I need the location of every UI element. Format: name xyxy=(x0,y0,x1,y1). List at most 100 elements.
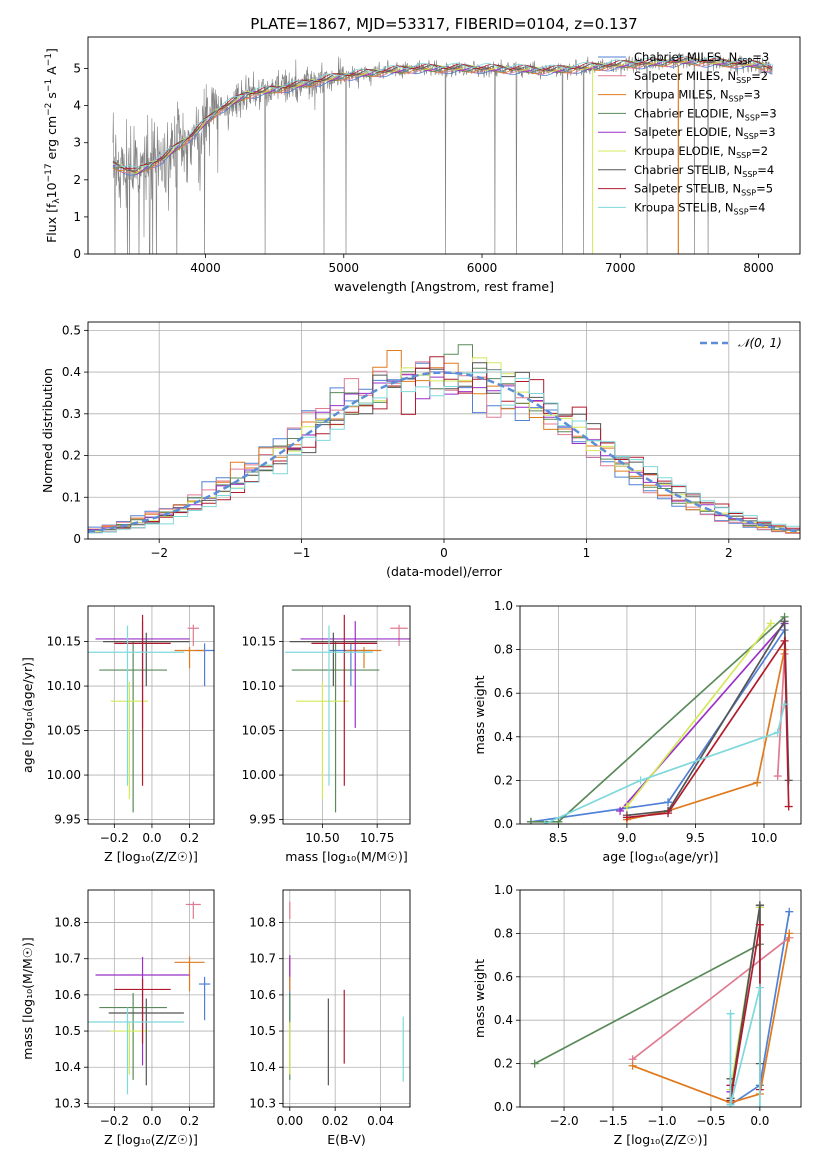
x-axis-label: Z [log₁₀(Z/Z☉)] xyxy=(614,1132,708,1147)
x-tick-label: 4000 xyxy=(190,261,221,275)
y-tick-label: 2 xyxy=(73,173,81,187)
x-tick-label: −2.0 xyxy=(549,1114,578,1128)
y-tick-label: 0.6 xyxy=(494,686,513,700)
x-tick-label: 0.0 xyxy=(750,1114,769,1128)
weight-marker xyxy=(664,809,673,818)
weight-marker xyxy=(540,820,549,824)
y-tick-label: 10.00 xyxy=(47,768,81,782)
y-tick-label: 1 xyxy=(73,210,81,224)
y-tick-label: 0.5 xyxy=(62,323,81,337)
model-spectrum xyxy=(112,56,773,170)
weight-marker xyxy=(755,901,764,910)
x-tick-label: −2 xyxy=(150,546,168,560)
y-tick-label: 10.8 xyxy=(249,916,276,930)
weight-marker xyxy=(616,806,625,815)
y-axis-label: mass weight xyxy=(472,675,487,754)
y-tick-label: 10.05 xyxy=(242,724,276,738)
x-tick-label: −1 xyxy=(293,546,311,560)
weight-marker xyxy=(773,772,782,781)
weight-marker xyxy=(628,1061,637,1070)
panel-spectrum: 4000 5000 6000 7000 8000 0 1 2 3 4 5 wavelength [An… xyxy=(44,36,801,294)
y-tick-label: 1.0 xyxy=(494,883,513,897)
x-axis-label: wavelength [Angstrom, rest frame] xyxy=(334,279,554,294)
panel-weight-vs-age: 8.5 9.0 9.5 10.0 0.0 0.2 0.4 0.6 0.8 1.0 age [log₁… xyxy=(472,599,802,864)
y-tick-label: 0.4 xyxy=(494,730,513,744)
weight-line xyxy=(530,629,786,823)
axes-frame xyxy=(282,605,411,825)
x-tick-label: 10.75 xyxy=(360,831,394,845)
x-tick-label: 10.50 xyxy=(305,831,339,845)
errorbar-points xyxy=(289,901,404,1086)
y-axis-label: mass weight xyxy=(472,959,487,1038)
y-tick-label: 10.4 xyxy=(249,1060,276,1074)
y-tick-label: 10.8 xyxy=(54,916,81,930)
x-tick-label: 9.5 xyxy=(686,831,705,845)
spectrum-curves xyxy=(112,52,773,254)
panel-age-vs-mass: 10.50 10.75 9.95 10.00 10.05 10.10 10.15 mass [… xyxy=(242,605,411,864)
panel-mass-vs-ebv: 0.00 0.02 0.04 10.3 10.4 10.5 10.6 10.7 10.8 E(B-… xyxy=(249,889,411,1147)
panel-mass-vs-Z: −0.2 0.0 0.2 10.3 10.4 10.5 10.6 10.7 10.8 Z [log… xyxy=(20,889,215,1147)
legend-entry: 𝒩(0, 1) xyxy=(738,336,782,350)
y-tick-label: 0.6 xyxy=(494,970,513,984)
y-tick-label: 1.0 xyxy=(494,599,513,613)
weight-line xyxy=(626,638,790,819)
x-tick-label: 0.0 xyxy=(142,1114,161,1128)
axes-frame xyxy=(87,889,215,1108)
y-axis-label: Normed distribution xyxy=(40,368,55,493)
y-tick-label: 10.7 xyxy=(249,952,276,966)
y-tick-label: 10.5 xyxy=(249,1024,276,1038)
legend-entry: Kroupa ELODIE, NSSP=2 xyxy=(634,144,768,160)
x-tick-label: 0.02 xyxy=(322,1114,349,1128)
y-tick-label: 10.5 xyxy=(54,1024,81,1038)
model-spectrum xyxy=(112,56,773,168)
y-tick-label: 0.4 xyxy=(62,365,81,379)
y-tick-label: 0.2 xyxy=(494,1057,513,1071)
weight-lines xyxy=(530,901,794,1107)
errorbar-points xyxy=(88,614,214,813)
weight-marker xyxy=(526,817,535,824)
x-axis-label: Z [log₁₀(Z/Z☉)] xyxy=(104,1132,198,1147)
y-tick-label: 0.3 xyxy=(62,407,81,421)
legend-entry: Salpeter MILES, NSSP=2 xyxy=(634,69,768,85)
normal-reference-curve xyxy=(88,371,798,533)
y-tick-label: 10.7 xyxy=(54,952,81,966)
y-tick-label: 10.15 xyxy=(242,635,276,649)
y-tick-label: 3 xyxy=(73,136,81,150)
weight-lines xyxy=(526,612,793,824)
weight-marker xyxy=(780,636,789,645)
weight-marker xyxy=(784,802,793,811)
weight-marker xyxy=(753,778,762,787)
weight-marker xyxy=(622,802,631,811)
x-tick-label: 0.00 xyxy=(276,1114,303,1128)
x-tick-label: 6000 xyxy=(467,261,498,275)
x-axis-label: (data-model)/error xyxy=(386,564,503,579)
weight-line xyxy=(632,937,790,1060)
legend-entry: Chabrier ELODIE, NSSP=3 xyxy=(634,106,777,122)
errorbar-points xyxy=(88,901,211,1095)
weight-marker xyxy=(766,619,775,628)
y-tick-label: 10.10 xyxy=(47,679,81,693)
x-tick-label: −1.0 xyxy=(647,1114,676,1128)
y-tick-label: 0 xyxy=(73,247,81,261)
errorbar-points xyxy=(285,614,410,813)
x-tick-label: −1.5 xyxy=(598,1114,627,1128)
x-axis-label: age [log₁₀(age/yr)] xyxy=(603,849,719,864)
residual-histogram xyxy=(88,369,800,534)
y-tick-label: 10.3 xyxy=(54,1096,81,1110)
panel-age-vs-Z: −0.2 0.0 0.2 9.95 10.00 10.05 10.10 10.15 Z [log… xyxy=(20,605,215,864)
x-axis-label: Z [log₁₀(Z/Z☉)] xyxy=(104,849,198,864)
weight-marker xyxy=(622,813,631,822)
weight-line xyxy=(626,618,790,817)
weight-line xyxy=(632,933,791,1104)
weight-marker xyxy=(785,907,794,916)
x-tick-label: 0 xyxy=(440,546,448,560)
y-tick-label: 0.8 xyxy=(494,643,513,657)
x-axis-label: mass [log₁₀(M/M☉)] xyxy=(285,849,407,864)
x-tick-label: 5000 xyxy=(328,261,359,275)
y-tick-label: 0.2 xyxy=(62,449,81,463)
x-tick-label: −0.5 xyxy=(696,1114,725,1128)
y-tick-label: 0.2 xyxy=(494,773,513,787)
weight-marker xyxy=(785,929,794,938)
y-axis-label: Flux [fλ10−17 erg cm−2 s−1 A−1] xyxy=(44,48,62,243)
